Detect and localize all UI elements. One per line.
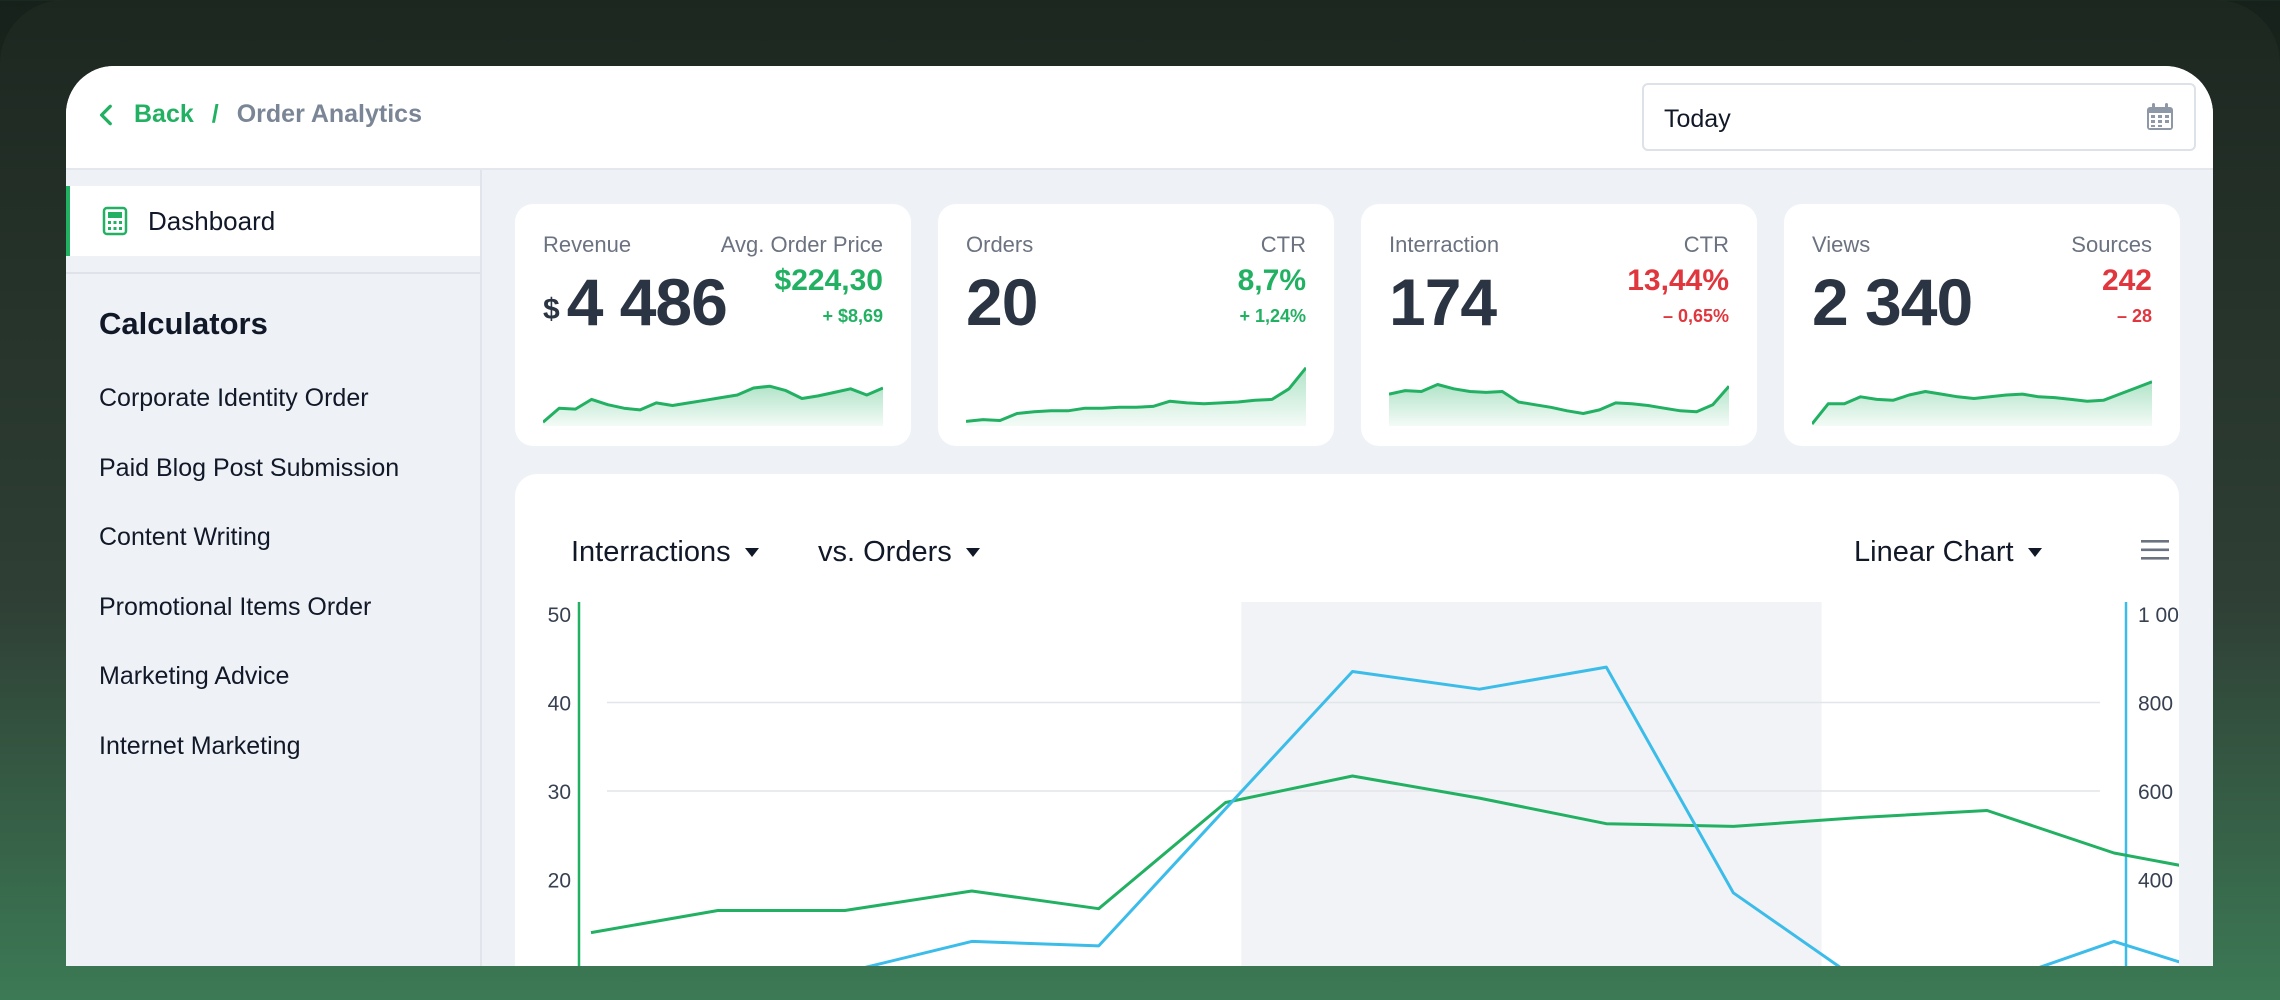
kpi-secondary-value: 13,44% bbox=[1627, 264, 1729, 297]
kpi-value: $4 486 bbox=[543, 264, 728, 340]
metric-a-label: Interractions bbox=[571, 536, 731, 568]
sidebar-item-dashboard[interactable]: Dashboard bbox=[66, 186, 480, 256]
breadcrumb: Back / Order Analytics bbox=[94, 100, 422, 129]
kpi-label: Interraction bbox=[1389, 232, 1500, 257]
kpi-secondary-label: CTR bbox=[1260, 232, 1306, 257]
chart-card: 20 30 40 50 400 600 800 1 000 Interractions vs.… bbox=[515, 474, 2179, 966]
kpi-label: Views bbox=[1812, 232, 1871, 257]
kpi-value: 2 340 bbox=[1812, 265, 1973, 339]
sparkline-area bbox=[966, 367, 1306, 426]
kpi-delta: – 0,65% bbox=[1662, 306, 1729, 326]
kpi-secondary-value: $224,30 bbox=[774, 264, 883, 297]
right-tick-label: 1 000 bbox=[2138, 604, 2179, 627]
series-line-interractions bbox=[590, 774, 2179, 935]
highlight-band bbox=[1241, 602, 1822, 966]
sparkline-line bbox=[1812, 380, 2152, 425]
sparkline-line bbox=[966, 366, 1306, 423]
kpi-label: Revenue bbox=[543, 232, 632, 257]
caret-down-icon bbox=[744, 548, 759, 557]
line-chart: 20 30 40 50 400 600 800 1 000 bbox=[548, 602, 2179, 966]
sidebar: Dashboard Calculators Corporate Identity… bbox=[66, 170, 482, 966]
caret-down-icon bbox=[2027, 548, 2042, 557]
back-link[interactable]: Back bbox=[134, 100, 194, 128]
sparkline-line bbox=[543, 384, 883, 424]
sidebar-divider bbox=[66, 272, 480, 274]
left-tick-label: 30 bbox=[548, 781, 571, 804]
sparkline bbox=[1389, 383, 1729, 426]
sidebar-item-content-writing[interactable]: Content Writing bbox=[99, 523, 271, 551]
app-screen: Back / Order Analytics Today bbox=[66, 66, 2213, 966]
kpi-secondary-value: 242 bbox=[2101, 264, 2152, 297]
sparkline bbox=[966, 366, 1306, 426]
calendar-icon[interactable] bbox=[2144, 101, 2176, 133]
breadcrumb-separator: / bbox=[211, 100, 219, 128]
kpi-label: Orders bbox=[966, 232, 1034, 257]
kpi-secondary-label: CTR bbox=[1683, 232, 1729, 257]
sparkline-area bbox=[543, 386, 883, 426]
sidebar-item-marketing-advice[interactable]: Marketing Advice bbox=[99, 662, 290, 690]
kpi-card-orders[interactable]: Orders CTR 20 8,7% + 1,24% bbox=[938, 204, 1334, 446]
kpi-value: 20 bbox=[966, 265, 1038, 339]
sparkline-area bbox=[1389, 384, 1729, 426]
sidebar-item-paid-blog-post-submission[interactable]: Paid Blog Post Submission bbox=[99, 453, 400, 482]
metric-b-dropdown[interactable]: vs. Orders bbox=[818, 536, 980, 569]
top-bar: Back / Order Analytics Today bbox=[66, 66, 2213, 170]
kpi-delta: + 1,24% bbox=[1239, 306, 1306, 326]
kpi-card-interraction[interactable]: Interraction CTR 174 13,44% – 0,65% bbox=[1361, 204, 1757, 446]
calculator-icon bbox=[102, 206, 128, 236]
sidebar-item-promotional-items-order[interactable]: Promotional Items Order bbox=[99, 592, 372, 621]
sidebar-item-corporate-identity-order[interactable]: Corporate Identity Order bbox=[99, 384, 369, 412]
chart-type-dropdown[interactable]: Linear Chart bbox=[1854, 536, 2042, 569]
metric-a-dropdown[interactable]: Interractions bbox=[571, 536, 759, 569]
kpi-value-number: 4 486 bbox=[566, 265, 728, 339]
kpi-value: 174 bbox=[1389, 265, 1497, 339]
sparkline bbox=[543, 384, 883, 426]
right-tick-label: 600 bbox=[2138, 781, 2173, 804]
kpi-card-views[interactable]: Views Sources 2 340 242 – 28 bbox=[1784, 204, 2180, 446]
left-tick-label: 50 bbox=[548, 604, 571, 627]
left-tick-label: 20 bbox=[548, 870, 571, 893]
kpi-secondary-label: Avg. Order Price bbox=[720, 232, 883, 257]
sidebar-section-title: Calculators bbox=[99, 306, 268, 341]
chart-type-label: Linear Chart bbox=[1854, 536, 2014, 568]
kpi-card-revenue[interactable]: Revenue Avg. Order Price $4 486 $224,30 … bbox=[515, 204, 911, 446]
page-title: Order Analytics bbox=[236, 100, 422, 128]
sparkline-line bbox=[1389, 383, 1729, 415]
sidebar-item-internet-marketing[interactable]: Internet Marketing bbox=[99, 731, 301, 760]
caret-down-icon bbox=[965, 548, 980, 557]
kpi-delta: + $8,69 bbox=[822, 306, 883, 326]
kpi-delta: – 28 bbox=[2116, 306, 2152, 326]
calculator-list: Corporate Identity Order Paid Blog Post … bbox=[99, 384, 399, 801]
sparkline bbox=[1812, 380, 2152, 426]
right-tick-label: 400 bbox=[2138, 870, 2173, 893]
currency-symbol: $ bbox=[543, 293, 560, 326]
sparkline-area bbox=[1812, 381, 2152, 426]
right-tick-label: 800 bbox=[2138, 693, 2173, 716]
kpi-secondary-label: Sources bbox=[2071, 232, 2152, 257]
left-tick-label: 40 bbox=[548, 693, 571, 716]
date-picker[interactable]: Today bbox=[1642, 83, 2196, 151]
metric-b-label: vs. Orders bbox=[818, 536, 952, 568]
chevron-left-icon[interactable] bbox=[94, 102, 120, 128]
menu-icon[interactable] bbox=[2141, 538, 2169, 562]
date-picker-value: Today bbox=[1664, 105, 1731, 133]
sidebar-item-label: Dashboard bbox=[148, 205, 276, 236]
kpi-secondary-value: 8,7% bbox=[1237, 264, 1306, 297]
